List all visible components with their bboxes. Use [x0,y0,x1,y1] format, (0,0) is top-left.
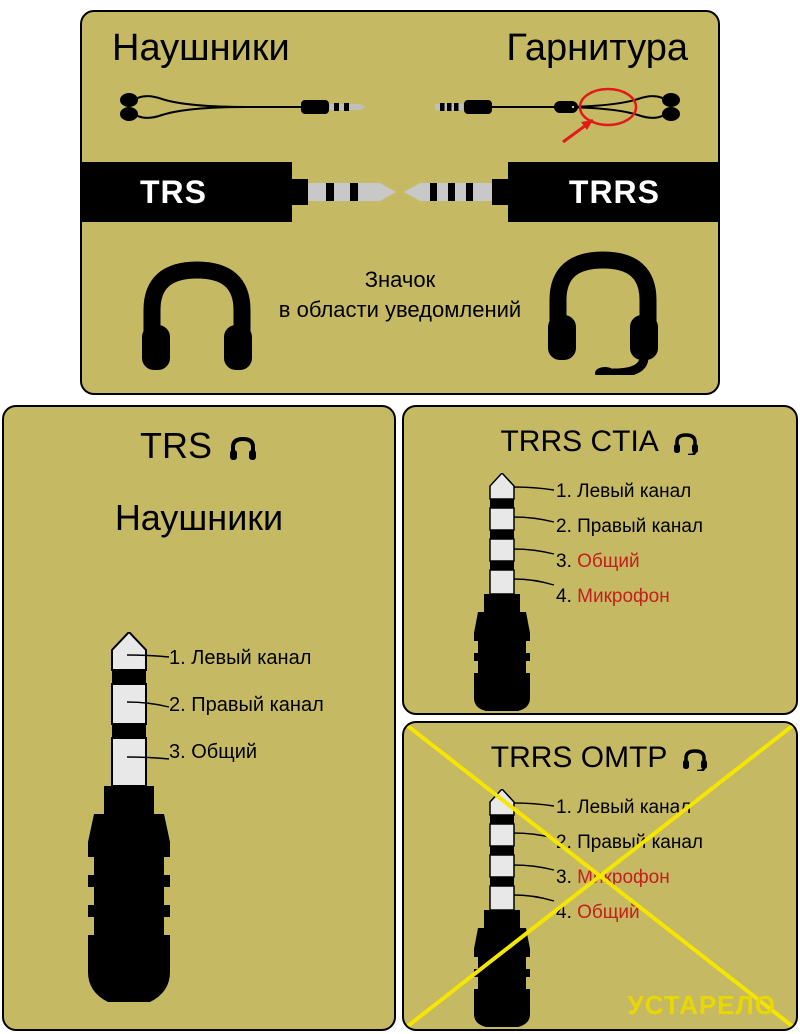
mic-annotation [538,82,658,157]
trs-label: TRS [140,174,207,211]
panel-comparison: Наушники Гарнитура [80,10,720,395]
leader-lines-omtp [504,793,564,933]
label-row: 3. Общий [556,551,703,573]
headphones-mini-icon [228,435,258,461]
omtp-title: TRRS OMTP [404,741,796,775]
plugbar-trs: TRS [82,162,292,222]
label-row: 1. Левый канал [556,481,703,503]
headphones-icon [132,255,262,375]
label-row: 1. Левый канал [556,797,703,819]
trs-panel-title: TRS [4,425,394,467]
jack-trs-horizontal [292,167,402,217]
label-row: 2. Правый канал [556,516,703,538]
ctia-labels: 1. Левый канал 2. Правый канал 3. Общий … [556,481,703,621]
trs-labels: 1. Левый канал 2. Правый канал 3. Общий [169,647,324,788]
obsolete-label: УСТАРЕЛО [628,990,776,1021]
leader-lines-ctia [504,477,564,617]
panel-trrs-ctia: TRRS CTIA 1. Левый канал 2. Правый канал… [402,405,798,715]
omtp-labels: 1. Левый канал 2. Правый канал 3. Микроф… [556,797,703,937]
label-row: 4. Общий [556,902,703,924]
label-row: 1. Левый канал [169,647,324,670]
earbuds-trs-illustration [117,87,367,127]
label-row: 4. Микрофон [556,586,703,608]
panel-trrs-omtp: TRRS OMTP 1. Левый канал 2. Правый канал… [402,721,798,1031]
headset-icon [533,245,678,375]
label-row: 2. Правый канал [556,832,703,854]
plugbar-trrs: TRRS [508,162,718,222]
panel-trs: TRS Наушники 1. Левый канал 2. Правый [2,405,396,1031]
label-row: 3. Микрофон [556,867,703,889]
ctia-title: TRRS CTIA [404,425,796,459]
title-headset: Гарнитура [506,27,688,70]
headset-mini-icon [672,431,700,455]
trrs-label: TRRS [569,174,660,211]
headset-mini-icon [681,747,709,771]
label-row: 3. Общий [169,741,324,764]
label-row: 2. Правый канал [169,694,324,717]
trs-panel-subtitle: Наушники [4,497,394,539]
title-headphones: Наушники [112,27,290,70]
jack-trrs-horizontal [398,167,508,217]
